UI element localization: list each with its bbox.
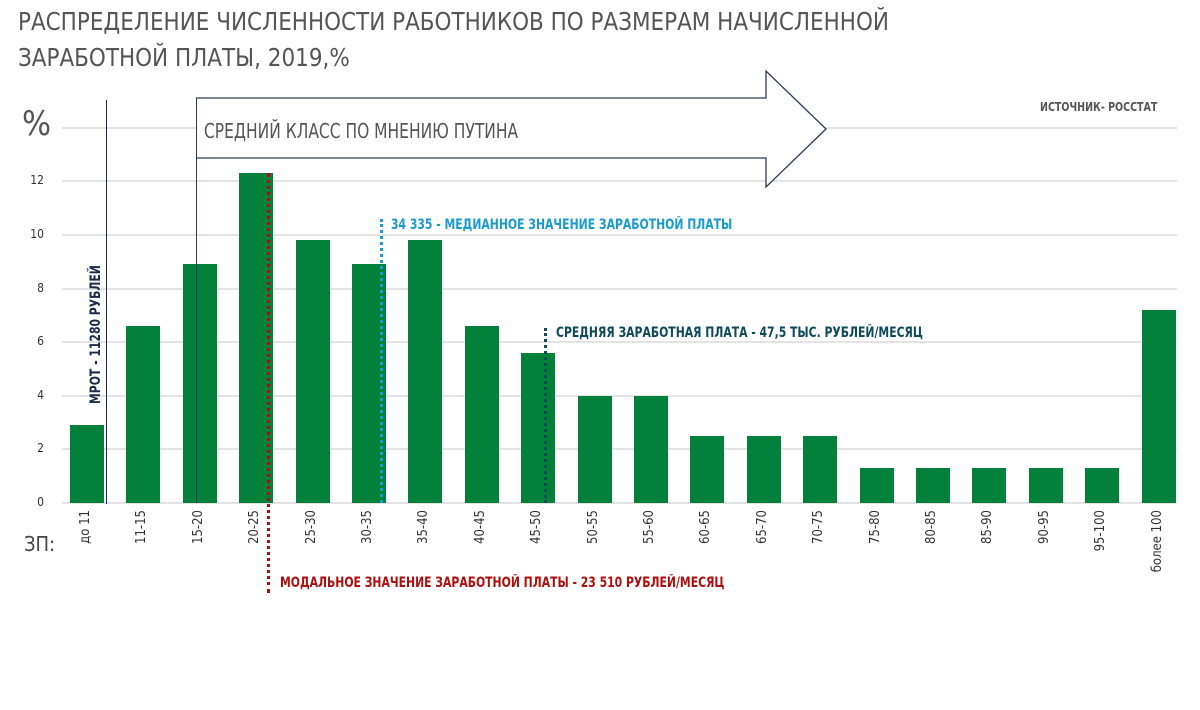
bar-40-45 [464, 326, 499, 503]
x-tick-label: 50-55 [585, 510, 601, 544]
x-tick-label: до 11 [78, 510, 93, 544]
x-tick-label: 70-75 [811, 510, 827, 544]
middle-class-label: СРЕДНИЙ КЛАСС ПО МНЕНИЮ ПУТИНА [204, 119, 519, 143]
x-tick-label: 25-30 [303, 510, 319, 544]
mode-dotted-line [267, 173, 270, 593]
bar-50-55 [577, 395, 612, 503]
bar-75-80 [859, 468, 894, 503]
x-tick-label: 55-60 [642, 510, 657, 544]
median-dotted-line [380, 219, 383, 503]
x-tick-label: 35-40 [416, 510, 432, 544]
y-tick-label: 4 [37, 387, 44, 402]
bar-65-70 [746, 436, 781, 503]
bar-85-90 [972, 468, 1007, 503]
mrot-line [106, 100, 107, 504]
gridline [62, 234, 1177, 236]
bar-35-40 [408, 240, 443, 503]
middle-class-left-line [196, 98, 197, 503]
median-label: 34 335 - МЕДИАННОЕ ЗНАЧЕНИЕ ЗАРАБОТНОЙ П… [391, 217, 733, 233]
chart-title: РАСПРЕДЕЛЕНИЕ ЧИСЛЕННОСТИ РАБОТНИКОВ ПО … [18, 4, 889, 76]
gridline [62, 287, 1177, 290]
x-tick-label: 45-50 [529, 510, 545, 544]
mode-label: МОДАЛЬНОЕ ЗНАЧЕНИЕ ЗАРАБОТНОЙ ПЛАТЫ - 23… [280, 575, 725, 591]
bar-15-20 [182, 264, 217, 503]
bar-70-75 [803, 436, 838, 503]
gridline [62, 448, 1177, 451]
bar-60-65 [690, 436, 725, 503]
bar-55-60 [634, 395, 668, 503]
y-tick-label: 2 [37, 441, 44, 456]
x-tick-label: 65-70 [754, 510, 770, 544]
average-dotted-line [544, 328, 547, 503]
x-tick-label: 80-85 [924, 510, 939, 544]
x-tick-label: более 100 [1149, 510, 1165, 573]
gridline [62, 180, 1177, 183]
average-label: СРЕДНЯЯ ЗАРАБОТНАЯ ПЛАТА - 47,5 ТЫС. РУБ… [556, 325, 923, 341]
y-tick-label: 0 [37, 495, 44, 509]
y-tick-label: 12 [30, 173, 44, 188]
x-tick-label: 95-100 [1093, 510, 1109, 552]
x-tick-label: 75-80 [867, 510, 883, 544]
bar-95-100 [1085, 468, 1120, 503]
y-tick-label: 10 [30, 227, 44, 241]
x-tick-label: 85-90 [980, 510, 996, 544]
x-tick-label: 15-20 [190, 510, 206, 544]
bar-45-50 [521, 352, 556, 503]
x-tick-label: 40-45 [472, 510, 488, 544]
mrot-label: МРОТ - 11280 РУБЛЕЙ [88, 265, 104, 404]
x-tick-label: 11-15 [134, 510, 150, 544]
bar-11-15 [126, 326, 161, 503]
bar-80-85 [916, 468, 950, 503]
bar-25-30 [295, 240, 330, 503]
bar-до-11 [70, 425, 104, 503]
chart-title-line-2: ЗАРАБОТНОЙ ПЛАТЫ, 2019,% [18, 43, 350, 72]
gridline [62, 341, 1177, 344]
gridline [62, 502, 1177, 504]
y-axis-unit: % [22, 104, 52, 144]
x-tick-label: 60-65 [698, 510, 714, 544]
x-tick-label: 20-25 [247, 510, 263, 544]
y-tick-label: 6 [37, 334, 44, 349]
source-label: ИСТОЧНИК- РОССТАТ [1040, 100, 1158, 114]
bar-более-100 [1141, 310, 1176, 503]
x-axis-prefix: ЗП: [24, 532, 56, 556]
y-tick-label: 8 [37, 280, 44, 295]
bar-90-95 [1028, 468, 1063, 503]
chart-title-line-1: РАСПРЕДЕЛЕНИЕ ЧИСЛЕННОСТИ РАБОТНИКОВ ПО … [18, 7, 889, 36]
gridline [62, 394, 1177, 397]
x-tick-label: 30-35 [360, 510, 375, 544]
x-tick-label: 90-95 [1036, 510, 1052, 544]
middle-class-arrow-icon [196, 69, 827, 189]
